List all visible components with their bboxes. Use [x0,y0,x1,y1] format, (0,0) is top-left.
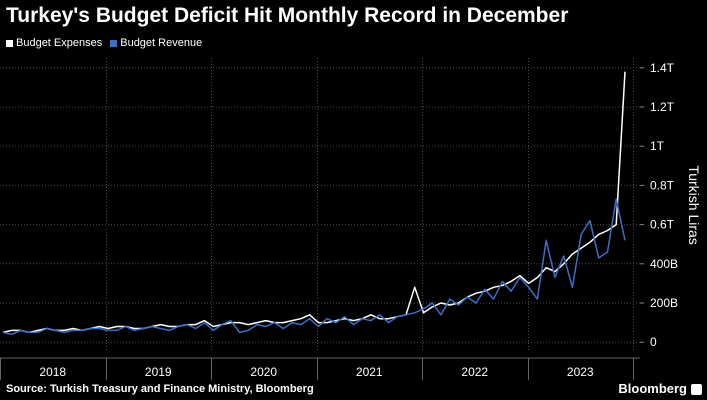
legend-item-expenses: Budget Expenses [6,37,102,49]
series-layer [2,71,626,336]
brand-logo-text: Bloomberg [618,381,687,396]
brand-badge-icon [691,384,702,395]
series-line-expenses [2,71,626,334]
axis-layer: 0 200B 400B 0.6T 0.8T 1T 1.2T 1.4T Turkish Liras… [0,61,702,380]
x-tick-label: 2019 [145,365,172,379]
y-tick-label: 0.6T [650,218,675,232]
y-axis-title: Turkish Liras [686,165,702,245]
y-tick-label: 1.4T [650,61,675,75]
series-line-revenue [2,198,626,336]
x-tick-label: 2020 [250,365,277,379]
x-tick-label: 2023 [567,365,594,379]
legend-swatch-revenue [110,39,118,47]
legend-label-expenses: Budget Expenses [16,37,103,49]
x-tick-label: 2022 [461,365,488,379]
legend: Budget Expenses Budget Revenue [6,37,202,49]
source-note: Source: Turkish Treasury and Finance Min… [6,383,314,395]
x-tick-label: 2018 [39,365,66,379]
x-tick-label: 2021 [356,365,383,379]
y-tick-label: 1T [650,139,665,153]
y-tick-label: 1.2T [650,100,675,114]
chart-title: Turkey's Budget Deficit Hit Monthly Reco… [6,4,569,27]
legend-swatch-expenses [6,39,13,47]
legend-item-revenue: Budget Revenue [110,37,202,49]
y-tick-label: 200B [650,296,678,310]
grid-layer [0,58,640,352]
y-tick-label: 0 [650,335,657,349]
legend-label-revenue: Budget Revenue [120,37,203,49]
y-tick-label: 0.8T [650,178,675,192]
y-tick-label: 400B [650,257,678,271]
